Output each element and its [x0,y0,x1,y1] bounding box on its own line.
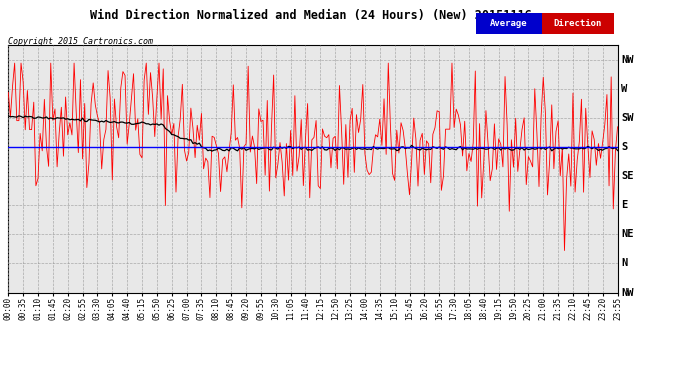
Text: Average: Average [490,19,528,28]
Text: NW: NW [621,288,633,297]
Text: Direction: Direction [553,19,602,28]
Text: N: N [621,258,627,268]
Text: SW: SW [621,113,633,123]
Text: W: W [621,84,627,94]
Text: S: S [621,142,627,152]
Text: Wind Direction Normalized and Median (24 Hours) (New) 20151116: Wind Direction Normalized and Median (24… [90,9,531,22]
Text: Copyright 2015 Cartronics.com: Copyright 2015 Cartronics.com [8,38,153,46]
Text: E: E [621,200,627,210]
Text: NE: NE [621,230,633,239]
Text: SE: SE [621,171,633,181]
Text: NW: NW [621,55,633,65]
